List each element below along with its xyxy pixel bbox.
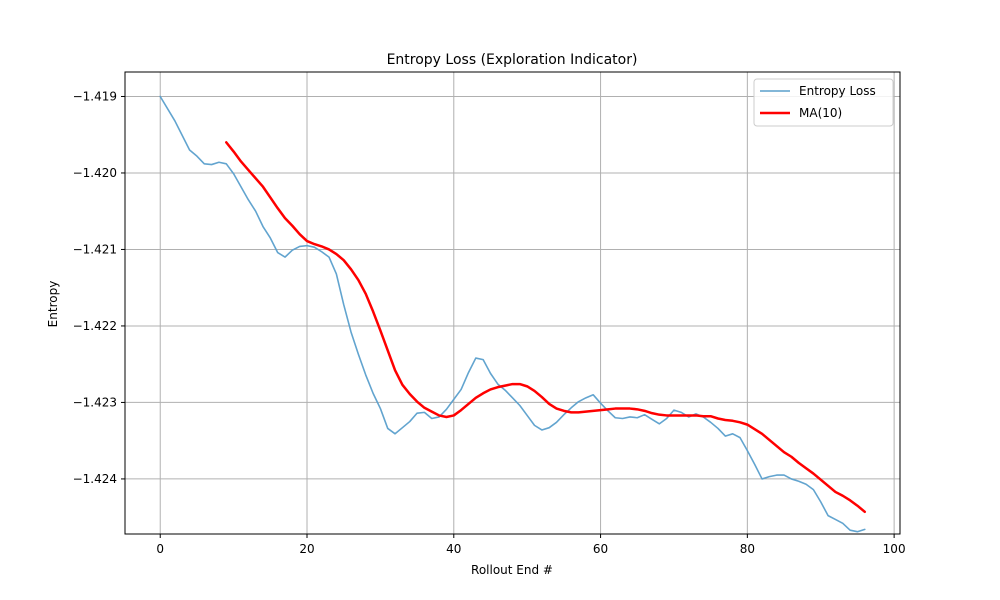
x-tick-label: 0 [156, 542, 164, 556]
chart-title: Entropy Loss (Exploration Indicator) [387, 52, 638, 68]
legend-label: Entropy Loss [799, 84, 876, 98]
y-axis-label: Entropy [46, 281, 60, 328]
y-tick-label: −1.419 [73, 89, 117, 103]
axis-layer: 0 20 40 60 80 100 −1.424 −1.423 −1.422 −1.421 −1.4… [73, 89, 906, 556]
series-layer [159, 95, 867, 533]
y-tick-label: −1.423 [73, 395, 117, 409]
y-tick-label: −1.424 [73, 472, 117, 486]
x-tick-label: 100 [883, 542, 906, 556]
ma10-series-line [225, 141, 867, 514]
x-tick-label: 20 [299, 542, 314, 556]
plot-frame [124, 71, 901, 535]
legend: Entropy Loss MA(10) [753, 78, 894, 127]
y-tick-label: −1.421 [73, 242, 117, 256]
x-tick-label: 60 [593, 542, 608, 556]
y-tick-label: −1.420 [73, 166, 117, 180]
entropy-loss-series-line [159, 95, 866, 533]
x-axis-label: Rollout End # [471, 563, 553, 577]
x-tick-label: 80 [740, 542, 755, 556]
y-tick-label: −1.422 [73, 319, 117, 333]
x-tick-label: 40 [446, 542, 461, 556]
grid-layer [125, 72, 900, 534]
legend-label: MA(10) [799, 106, 842, 120]
